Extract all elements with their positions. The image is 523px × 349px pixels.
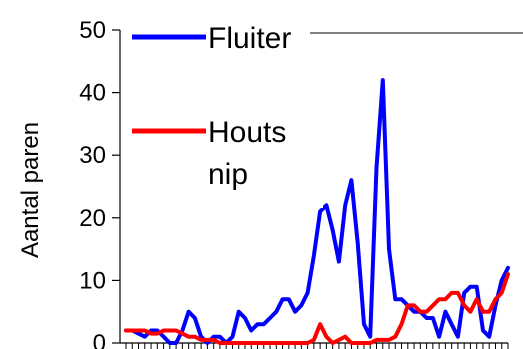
y-tick-label: 20: [79, 205, 106, 232]
x-axis: [120, 342, 509, 349]
y-tick-label: 0: [93, 330, 106, 349]
legend-label-houtsnip: Houts nip: [208, 116, 286, 191]
y-axis-label: Aantal paren: [17, 122, 44, 258]
y-tick-label: 30: [79, 142, 106, 169]
series-group: [124, 78, 510, 345]
legend-box: [124, 8, 323, 208]
y-axis: 0 10 20 30 40 50: [79, 17, 121, 349]
y-tick-label: 40: [79, 80, 106, 107]
y-tick-label: 50: [79, 17, 106, 44]
legend: Fluiter Houts nip: [124, 8, 523, 208]
series-line-houts-nip: [124, 272, 510, 345]
y-tick-label: 10: [79, 267, 106, 294]
legend-label-fluiter: Fluiter: [208, 22, 291, 55]
series-line-fluiter: [124, 78, 510, 345]
